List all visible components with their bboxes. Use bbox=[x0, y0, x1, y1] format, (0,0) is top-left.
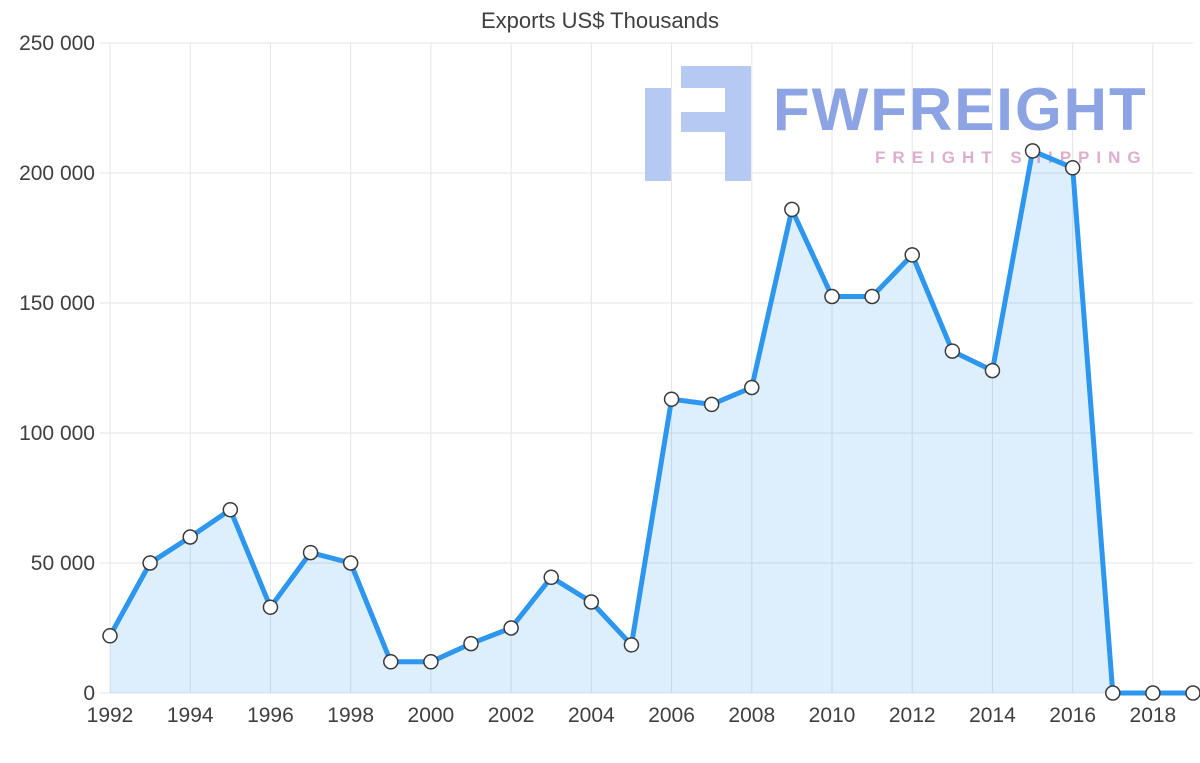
chart-title: Exports US$ Thousands bbox=[480, 8, 720, 33]
svg-text:1998: 1998 bbox=[327, 704, 374, 727]
svg-text:1996: 1996 bbox=[247, 704, 294, 727]
watermark-text: FWFREIGHT FREIGHT SHIPPING bbox=[773, 75, 1148, 168]
svg-text:50 000: 50 000 bbox=[31, 552, 95, 575]
svg-text:2002: 2002 bbox=[488, 704, 535, 727]
svg-text:2016: 2016 bbox=[1049, 704, 1096, 727]
svg-text:2000: 2000 bbox=[408, 704, 455, 727]
svg-text:1994: 1994 bbox=[167, 704, 214, 727]
svg-text:2014: 2014 bbox=[969, 704, 1016, 727]
svg-text:1992: 1992 bbox=[87, 704, 134, 727]
svg-text:200 000: 200 000 bbox=[19, 162, 95, 185]
fwfreight-logo-icon bbox=[645, 66, 751, 181]
svg-text:2006: 2006 bbox=[648, 704, 695, 727]
watermark-brand-text: FWFREIGHT bbox=[773, 75, 1148, 143]
svg-text:2010: 2010 bbox=[809, 704, 856, 727]
fwfreight-watermark: FWFREIGHT FREIGHT SHIPPING bbox=[645, 66, 1148, 181]
svg-text:2008: 2008 bbox=[728, 704, 775, 727]
svg-text:2012: 2012 bbox=[889, 704, 936, 727]
svg-text:250 000: 250 000 bbox=[19, 32, 95, 55]
svg-text:100 000: 100 000 bbox=[19, 422, 95, 445]
svg-text:150 000: 150 000 bbox=[19, 292, 95, 315]
svg-text:2004: 2004 bbox=[568, 704, 615, 727]
svg-text:0: 0 bbox=[83, 682, 95, 705]
svg-text:2018: 2018 bbox=[1130, 704, 1177, 727]
